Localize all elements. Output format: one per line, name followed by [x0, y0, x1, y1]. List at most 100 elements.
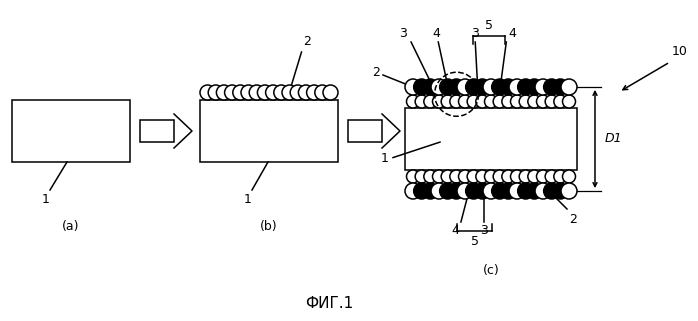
Text: 4: 4 [451, 224, 459, 237]
Circle shape [466, 183, 482, 199]
Circle shape [483, 79, 499, 95]
Circle shape [299, 85, 313, 100]
Text: 1: 1 [244, 193, 252, 206]
Circle shape [535, 79, 551, 95]
Circle shape [518, 79, 534, 95]
Circle shape [528, 170, 541, 183]
Circle shape [440, 183, 456, 199]
Bar [348, 120, 382, 142]
Circle shape [431, 183, 447, 199]
Circle shape [424, 95, 437, 108]
Circle shape [457, 183, 473, 199]
Circle shape [500, 183, 517, 199]
Circle shape [422, 183, 438, 199]
Text: 5: 5 [485, 19, 493, 32]
Circle shape [500, 79, 517, 95]
Circle shape [510, 95, 524, 108]
Text: 1: 1 [42, 193, 50, 206]
Circle shape [225, 85, 239, 100]
Circle shape [290, 85, 305, 100]
Circle shape [241, 85, 256, 100]
Bar [12, 100, 130, 162]
Circle shape [552, 183, 568, 199]
Circle shape [433, 170, 445, 183]
Text: (a): (a) [62, 220, 80, 233]
Circle shape [414, 79, 430, 95]
Circle shape [440, 79, 456, 95]
Circle shape [431, 79, 447, 95]
Circle shape [493, 170, 506, 183]
Circle shape [441, 95, 454, 108]
Circle shape [509, 183, 525, 199]
Circle shape [405, 79, 421, 95]
Circle shape [544, 183, 560, 199]
Circle shape [406, 170, 419, 183]
Text: (b): (b) [260, 220, 278, 233]
Bar [200, 100, 338, 162]
Text: 5: 5 [470, 235, 479, 248]
Circle shape [406, 95, 419, 108]
Circle shape [448, 183, 464, 199]
Circle shape [414, 183, 430, 199]
Bar [140, 120, 174, 142]
Circle shape [561, 183, 577, 199]
Text: 2: 2 [372, 66, 380, 80]
Text: 3: 3 [471, 27, 480, 40]
Circle shape [518, 183, 534, 199]
Circle shape [561, 79, 577, 95]
Circle shape [450, 170, 463, 183]
Circle shape [266, 85, 281, 100]
Circle shape [563, 170, 575, 183]
Circle shape [323, 85, 338, 100]
Circle shape [526, 79, 542, 95]
Circle shape [526, 183, 542, 199]
Circle shape [563, 95, 575, 108]
Circle shape [306, 85, 322, 100]
Text: 4: 4 [432, 27, 440, 40]
Circle shape [519, 95, 532, 108]
Circle shape [441, 170, 454, 183]
Circle shape [544, 79, 560, 95]
Text: ФИГ.1: ФИГ.1 [305, 296, 353, 311]
Circle shape [491, 183, 507, 199]
Text: 10: 10 [672, 45, 688, 58]
Circle shape [509, 79, 525, 95]
Circle shape [216, 85, 232, 100]
Circle shape [535, 183, 551, 199]
Circle shape [491, 79, 507, 95]
Circle shape [475, 183, 490, 199]
Circle shape [466, 79, 482, 95]
Circle shape [519, 170, 532, 183]
Circle shape [554, 170, 567, 183]
Circle shape [528, 95, 541, 108]
Text: 3: 3 [399, 27, 407, 40]
Circle shape [405, 183, 421, 199]
Circle shape [424, 170, 437, 183]
Circle shape [415, 95, 428, 108]
Circle shape [475, 79, 490, 95]
Text: (c): (c) [482, 264, 499, 277]
Text: 2: 2 [569, 213, 577, 226]
Circle shape [537, 170, 549, 183]
Circle shape [459, 170, 472, 183]
Circle shape [422, 79, 438, 95]
Circle shape [483, 183, 499, 199]
Circle shape [545, 95, 558, 108]
Circle shape [502, 95, 515, 108]
Text: 1: 1 [381, 152, 389, 165]
Circle shape [282, 85, 297, 100]
Circle shape [493, 95, 506, 108]
Circle shape [200, 85, 215, 100]
Circle shape [448, 79, 464, 95]
Circle shape [502, 170, 515, 183]
Circle shape [315, 85, 329, 100]
Circle shape [415, 170, 428, 183]
Text: 3: 3 [480, 224, 488, 237]
Text: D1: D1 [605, 133, 623, 145]
Circle shape [274, 85, 289, 100]
Circle shape [249, 85, 265, 100]
Circle shape [450, 95, 463, 108]
Circle shape [537, 95, 549, 108]
Circle shape [258, 85, 272, 100]
Circle shape [476, 95, 489, 108]
